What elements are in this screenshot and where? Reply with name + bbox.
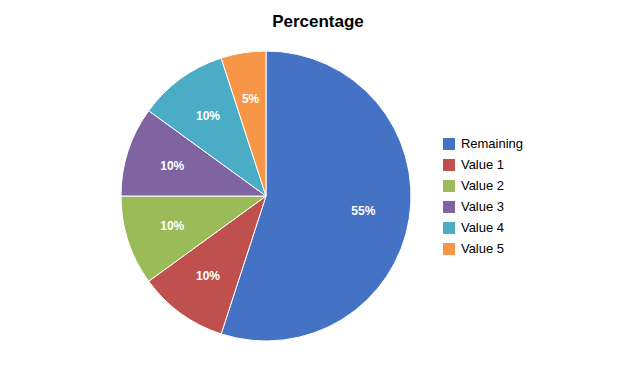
html-text:Value 2: Value 2 bbox=[460, 178, 505, 193]
svg-text:10%: 10% bbox=[196, 109, 220, 123]
html-text:Percentage: Percentage bbox=[272, 12, 364, 31]
svg-text:10%: 10% bbox=[160, 159, 184, 173]
svg-text:10%: 10% bbox=[196, 269, 220, 283]
html-text:Remaining: Remaining bbox=[460, 136, 524, 151]
html-text:Value 5: Value 5 bbox=[460, 241, 505, 256]
html-text:Value 4: Value 4 bbox=[460, 220, 505, 235]
html-text:Value 3: Value 3 bbox=[460, 199, 505, 214]
svg-text:55%: 55% bbox=[351, 204, 375, 218]
svg-text:5%: 5% bbox=[242, 92, 260, 106]
html-text:Value 1: Value 1 bbox=[460, 157, 505, 172]
svg-text:10%: 10% bbox=[160, 219, 184, 233]
